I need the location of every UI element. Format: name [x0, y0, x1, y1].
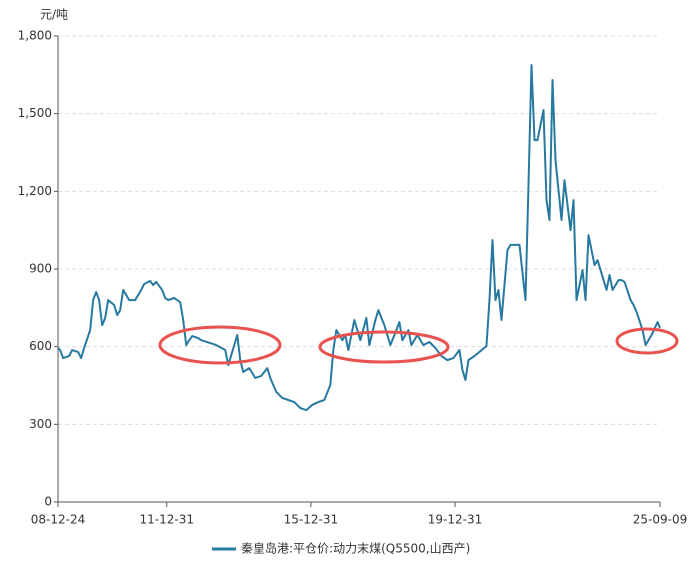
y-tick-label: 1,500 [18, 106, 52, 120]
legend-label: 秦皇岛港:平仓价:动力末煤(Q5500,山西产) [241, 541, 470, 556]
y-tick-label: 0 [44, 495, 52, 509]
y-tick-label: 900 [29, 262, 52, 276]
line-series [57, 64, 661, 412]
y-tick-label: 1,200 [18, 184, 52, 198]
x-tick-label: 11-12-31 [140, 513, 194, 527]
highlight-ellipse [158, 325, 282, 365]
y-tick-label: 600 [29, 339, 52, 353]
y-unit: 元/吨 [40, 8, 68, 22]
y-tick-label: 300 [29, 417, 52, 431]
highlight-ellipse [615, 327, 679, 355]
x-tick-label: 25-09-09 [633, 513, 687, 527]
x-tick-label: 19-12-31 [428, 513, 482, 527]
highlight-ellipse [318, 330, 450, 364]
x-tick-label: 15-12-31 [284, 513, 338, 527]
x-tick-label: 08-12-24 [31, 513, 85, 527]
y-tick-label: 1,800 [18, 29, 52, 43]
